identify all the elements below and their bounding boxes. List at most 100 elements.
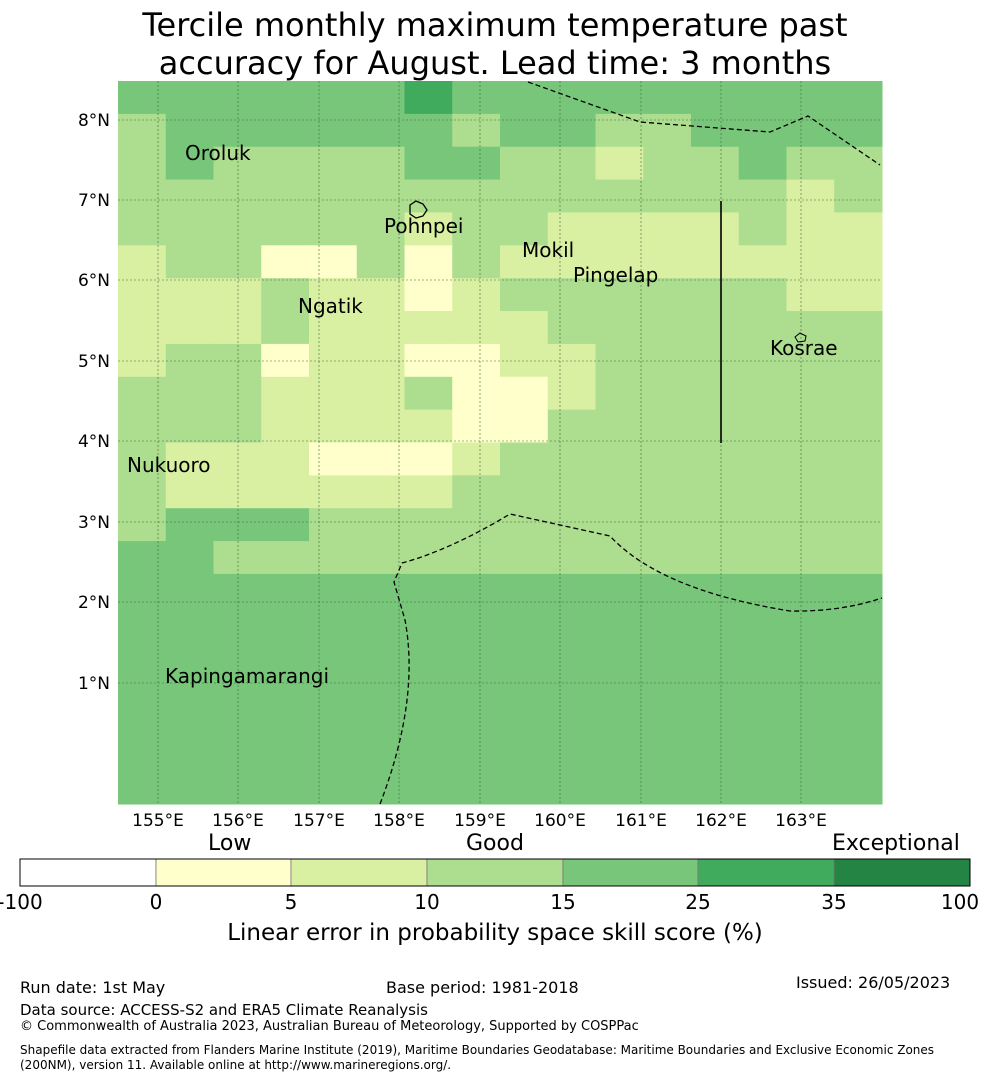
longitude-label: 161°E: [615, 811, 667, 831]
grid-cell: [786, 113, 835, 148]
grid-cell: [547, 245, 596, 279]
grid-cell: [595, 278, 644, 312]
grid-cell: [118, 212, 167, 246]
grid-cell: [500, 409, 549, 443]
grid-cell: [118, 573, 167, 608]
longitude-label: 156°E: [212, 811, 264, 831]
grid-cell: [213, 376, 262, 411]
grid-cell: [309, 343, 358, 378]
grid-cell: [547, 113, 596, 148]
colorbar: [19, 858, 971, 887]
grid-cell: [261, 508, 310, 542]
grid-cell: [547, 475, 596, 509]
grid-cell: [356, 146, 405, 181]
grid-cell: [165, 475, 214, 509]
grid-cell: [834, 409, 883, 443]
grid-cell: [404, 705, 453, 739]
grid-cell: [834, 212, 883, 246]
grid-cell: [356, 409, 405, 443]
grid-cell: [118, 606, 167, 641]
grid-cell: [738, 573, 787, 608]
grid-cell: [500, 311, 549, 345]
grid-cell: [309, 113, 358, 148]
grid-cell: [643, 409, 692, 443]
shapefile-credit: Shapefile data extracted from Flanders M…: [20, 1043, 935, 1072]
issued-date: Issued: 26/05/2023: [796, 973, 951, 992]
place-label: Kapingamarangi: [165, 664, 329, 688]
grid-cell: [547, 376, 596, 411]
grid-cell: [595, 475, 644, 509]
grid-cell: [643, 278, 692, 312]
grid-cell: [356, 606, 405, 641]
grid-cell: [595, 81, 644, 115]
grid-cell: [643, 245, 692, 279]
grid-cell: [595, 672, 644, 706]
grid-cell: [404, 343, 453, 378]
grid-cell: [643, 738, 692, 772]
grid-cell: [547, 672, 596, 706]
grid-cell: [691, 212, 740, 246]
grid-cell: [786, 639, 835, 674]
grid-cell: [261, 606, 310, 641]
grid-cell: [452, 705, 501, 739]
grid-cell: [261, 113, 310, 148]
grid-cell: [595, 343, 644, 378]
grid-cell: [595, 771, 644, 805]
grid-cell: [213, 672, 262, 706]
longitude-label: 158°E: [373, 811, 425, 831]
grid-cell: [356, 771, 405, 805]
colorbar-frame: [19, 858, 971, 887]
grid-cell: [118, 278, 167, 312]
grid-cell: [213, 442, 262, 476]
grid-cell: [404, 113, 453, 148]
grid-cell: [786, 475, 835, 509]
colorbar-segment: [426, 858, 564, 887]
grid-cell: [547, 343, 596, 378]
grid-cell: [404, 771, 453, 805]
grid-cell: [834, 278, 883, 312]
grid-cell: [786, 179, 835, 213]
grid-cell: [165, 376, 214, 411]
grid-cell: [547, 639, 596, 674]
grid-cell: [595, 573, 644, 608]
grid-cell: [309, 179, 358, 213]
grid-cell: [786, 541, 835, 575]
grid-cell: [500, 541, 549, 575]
grid-cell: [738, 146, 787, 181]
grid-cell: [261, 409, 310, 443]
grid-cell: [547, 442, 596, 476]
grid-cell: [213, 508, 262, 542]
grid-cell: [547, 606, 596, 641]
grid-cell: [834, 541, 883, 575]
grid-cell: [595, 409, 644, 443]
grid-cell: [786, 573, 835, 608]
grid-cell: [309, 606, 358, 641]
grid-cell: [547, 146, 596, 181]
grid-cell: [643, 146, 692, 181]
place-label: Nukuoro: [127, 453, 211, 477]
grid-cell: [786, 508, 835, 542]
colorbar-tick-label: 5: [284, 890, 298, 914]
grid-cell: [500, 639, 549, 674]
grid-cell: [786, 409, 835, 443]
grid-cell: [452, 311, 501, 345]
grid-cell: [500, 573, 549, 608]
grid-cell: [595, 442, 644, 476]
grid-cell: [691, 146, 740, 181]
grid-cell: [786, 705, 835, 739]
grid-cell: [309, 311, 358, 345]
grid-cell: [404, 179, 453, 213]
grid-cell: [691, 81, 740, 115]
grid-cell: [691, 639, 740, 674]
grid-cell: [500, 705, 549, 739]
grid-cell: [643, 81, 692, 115]
grid-cell: [118, 508, 167, 542]
grid-cell: [786, 212, 835, 246]
grid-cell: [118, 343, 167, 378]
grid-cell: [786, 311, 835, 345]
grid-cell: [500, 212, 549, 246]
grid-cell: [452, 212, 501, 246]
grid-cell: [356, 508, 405, 542]
grid-cell: [165, 442, 214, 476]
